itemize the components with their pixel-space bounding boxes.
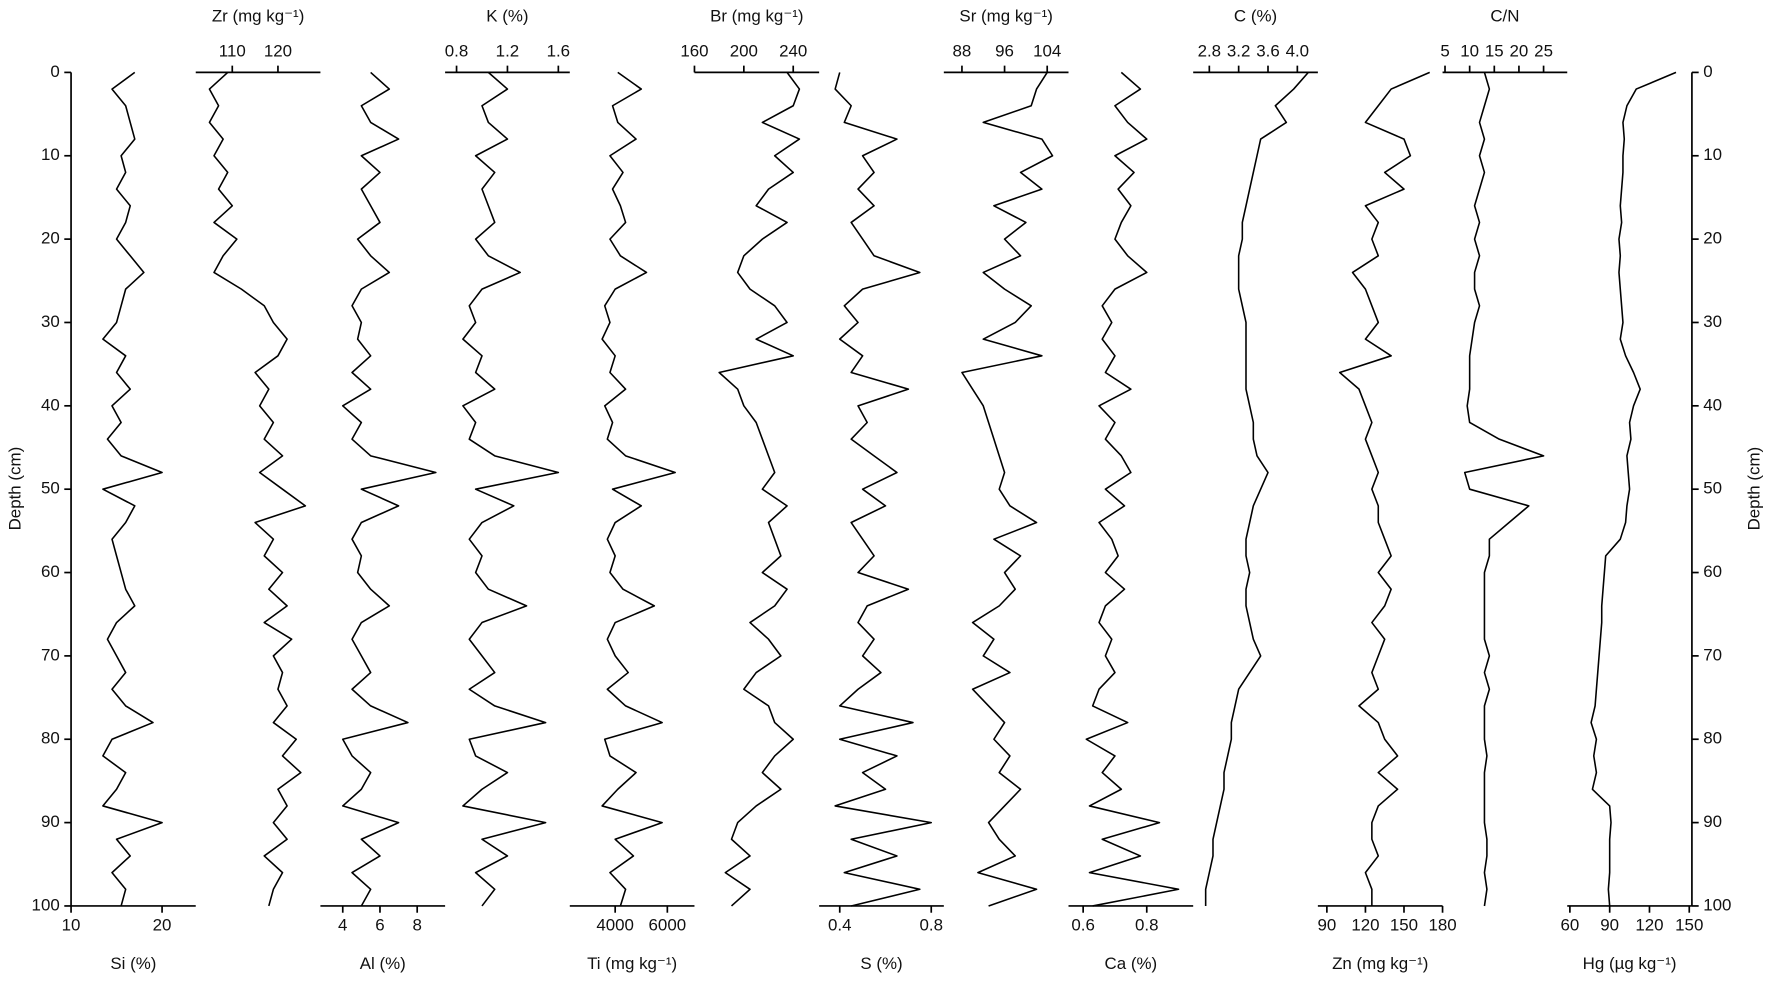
profile-line (1204, 71, 1309, 906)
x-tick-label: 60 (1560, 916, 1579, 935)
x-tick-label: 90 (1600, 916, 1619, 935)
x-tick-label: 150 (1390, 916, 1418, 935)
x-tick-label: 0.8 (1135, 916, 1159, 935)
x-tick-label: 20 (153, 916, 172, 935)
x-tick-label: 8 (412, 916, 421, 935)
x-tick-label: 0.8 (445, 42, 469, 61)
x-tick-label: 25 (1534, 42, 1553, 61)
x-tick-label: 10 (1460, 42, 1479, 61)
x-tick-label: 4.0 (1286, 42, 1310, 61)
profile-line (1338, 71, 1431, 906)
y-tick-label: 100 (32, 895, 60, 914)
y-tick-label: 30 (41, 312, 60, 331)
x-axis-label: C/N (1490, 7, 1519, 26)
profile-line (462, 71, 560, 907)
y-tick-label-right: 90 (1703, 812, 1722, 831)
x-axis-label: Hg (µg kg⁻¹) (1583, 954, 1677, 973)
x-tick-label: 200 (730, 42, 758, 61)
x-tick-label: 120 (1635, 916, 1663, 935)
x-axis-label: Sr (mg kg⁻¹) (959, 7, 1052, 26)
profile-line (1590, 71, 1677, 907)
x-tick-label: 3.2 (1227, 42, 1251, 61)
x-tick-label: 120 (264, 42, 292, 61)
x-tick-label: 88 (953, 42, 972, 61)
x-tick-label: 5 (1440, 42, 1449, 61)
y-tick-label-right: 20 (1703, 229, 1722, 248)
x-tick-label: 6000 (649, 916, 687, 935)
x-axis-label: Si (%) (110, 954, 156, 973)
y-tick-label: 70 (41, 645, 60, 664)
x-tick-label: 3.6 (1256, 42, 1280, 61)
y-tick-label-right: 100 (1703, 895, 1731, 914)
x-tick-label: 90 (1317, 916, 1336, 935)
x-tick-label: 0.6 (1071, 916, 1095, 935)
x-tick-label: 180 (1428, 916, 1456, 935)
y-tick-label-right: 70 (1703, 645, 1722, 664)
y-tick-label-right: 40 (1703, 395, 1722, 414)
x-tick-label: 0.8 (919, 916, 943, 935)
x-tick-label: 104 (1033, 42, 1061, 61)
x-tick-label: 20 (1510, 42, 1529, 61)
x-axis-label: K (%) (486, 7, 528, 26)
x-axis-label: Zn (mg kg⁻¹) (1332, 954, 1428, 973)
x-tick-label: 10 (62, 916, 81, 935)
x-tick-label: 2.8 (1198, 42, 1222, 61)
x-tick-label: 160 (680, 42, 708, 61)
profile-line (601, 71, 676, 907)
y-tick-label: 50 (41, 479, 60, 498)
x-tick-label: 1.6 (547, 42, 571, 61)
y-tick-label-right: 50 (1703, 479, 1722, 498)
x-tick-label: 0.4 (828, 916, 852, 935)
y-tick-label-right: 60 (1703, 562, 1722, 581)
x-axis-label: Br (mg kg⁻¹) (710, 7, 803, 26)
x-tick-label: 150 (1675, 916, 1703, 935)
x-tick-label: 110 (219, 42, 246, 61)
y-tick-label: 60 (41, 562, 60, 581)
y-axis-label-right: Depth (cm) (1745, 447, 1764, 531)
x-tick-label: 4 (338, 916, 347, 935)
y-tick-label-right: 10 (1703, 145, 1722, 164)
profile-line (718, 71, 801, 907)
x-axis-label: S (%) (860, 954, 902, 973)
x-tick-label: 1.2 (496, 42, 520, 61)
x-axis-label: Ti (mg kg⁻¹) (587, 954, 677, 973)
y-tick-label: 0 (50, 62, 59, 81)
x-axis-label: Zr (mg kg⁻¹) (212, 7, 305, 26)
x-axis-label: C (%) (1234, 7, 1277, 26)
profile-line (208, 71, 307, 907)
x-tick-label: 120 (1351, 916, 1379, 935)
y-axis-label: Depth (cm) (5, 447, 24, 531)
y-tick-label: 10 (41, 145, 60, 164)
y-tick-label: 20 (41, 229, 60, 248)
profile-line (1463, 72, 1545, 907)
profile-line (102, 71, 163, 907)
x-axis-label: Ca (%) (1105, 954, 1158, 973)
profile-line (1085, 71, 1180, 907)
x-tick-label: 96 (995, 42, 1014, 61)
profile-line (834, 72, 933, 907)
y-tick-label-right: 0 (1703, 62, 1712, 81)
profile-line (961, 71, 1054, 907)
x-axis-label: Al (%) (360, 954, 406, 973)
y-tick-label: 90 (41, 812, 60, 831)
y-tick-label-right: 30 (1703, 312, 1722, 331)
y-tick-label-right: 80 (1703, 729, 1722, 748)
y-tick-label: 40 (41, 395, 60, 414)
profile-line (341, 71, 437, 907)
x-tick-label: 4000 (596, 916, 634, 935)
x-tick-label: 6 (375, 916, 384, 935)
x-tick-label: 15 (1485, 42, 1504, 61)
y-tick-label: 80 (41, 729, 60, 748)
x-tick-label: 240 (779, 42, 807, 61)
